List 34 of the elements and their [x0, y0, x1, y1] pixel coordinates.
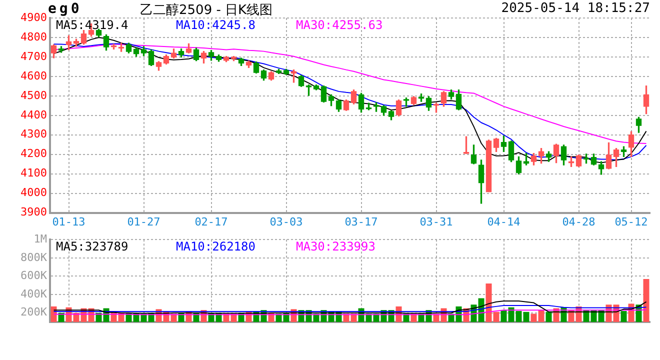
- series-label: MA5:4319.4: [56, 18, 128, 32]
- x-tick-label: 03-31: [420, 215, 453, 228]
- x-tick-label: 03-17: [344, 215, 378, 228]
- y-tick-label: 4200: [20, 147, 47, 160]
- y-tick-label: 4500: [20, 88, 47, 102]
- text: MA10:262180: [176, 240, 256, 254]
- y-tick-label: 4300: [20, 128, 47, 141]
- y-tick-label: 4700: [20, 50, 47, 63]
- y-tick-label: 4000: [20, 186, 47, 200]
- x-tick-label: 01-13: [52, 215, 86, 228]
- x-tick-label: 05-12: [614, 215, 648, 228]
- x-tick-label: 01-27: [127, 215, 160, 228]
- y-tick-label: 800K: [20, 250, 48, 264]
- text: MA5:323789: [56, 240, 128, 254]
- chart-subtitle: 乙二醇2509 - 日K线图: [140, 2, 273, 19]
- y-tick-label: 200K: [20, 306, 48, 319]
- y-tick-label: 600K: [20, 269, 48, 282]
- y-tick-label: 4800: [20, 30, 47, 44]
- y-tick-label: 4600: [20, 69, 47, 82]
- chart-title: eg0: [48, 1, 82, 17]
- x-tick-label: 04-28: [562, 215, 596, 228]
- y-tick-label: 1M: [34, 232, 48, 246]
- y-tick-label: 400K: [20, 287, 48, 300]
- x-tick-label: 03-03: [270, 215, 303, 228]
- x-tick-label: 04-14: [487, 215, 521, 228]
- y-tick-label: 4400: [20, 108, 47, 122]
- text: 2025-05-14 18:15:27: [501, 1, 650, 16]
- series-label: MA10:4245.8: [176, 18, 256, 32]
- y-tick-label: 4100: [20, 166, 47, 180]
- text: MA30:233993: [296, 240, 376, 254]
- y-tick-label: 3900: [20, 206, 47, 219]
- x-tick-label: 02-17: [194, 215, 228, 228]
- y-tick-label: 4900: [20, 10, 47, 24]
- text: MA30:4255.63: [296, 18, 383, 32]
